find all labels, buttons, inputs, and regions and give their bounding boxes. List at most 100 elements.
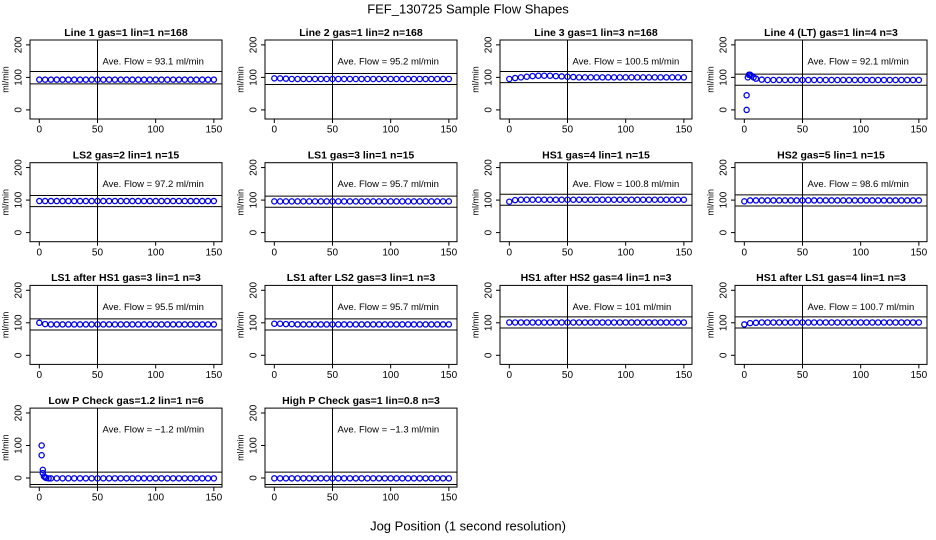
- data-point: [364, 321, 371, 328]
- data-point: [294, 75, 301, 83]
- data-point: [358, 75, 365, 83]
- panel-title: LS2 gas=2 lin=1 n=15: [73, 149, 180, 161]
- data-point: [111, 321, 119, 328]
- data-point: [422, 321, 429, 328]
- data-point: [422, 198, 429, 205]
- data-point: [511, 196, 519, 204]
- data-point: [70, 197, 78, 205]
- data-point: [645, 74, 653, 81]
- x-tick-label: 100: [617, 247, 634, 258]
- data-point: [65, 197, 72, 205]
- data-point: [111, 475, 119, 482]
- data-point: [169, 76, 177, 83]
- data-point: [764, 76, 771, 84]
- x-tick-label: 0: [272, 125, 278, 136]
- data-point: [616, 74, 624, 81]
- data-point: [445, 321, 453, 328]
- data-point: [276, 198, 284, 205]
- data-point: [47, 76, 55, 83]
- data-point: [752, 319, 760, 327]
- data-point: [117, 475, 125, 482]
- data-point: [65, 321, 72, 328]
- annotation: Ave. Flow = 95.2 ml/min: [337, 57, 438, 68]
- data-point: [529, 72, 536, 80]
- annotation: Ave. Flow = 101 ml/min: [572, 302, 671, 313]
- data-point: [552, 319, 560, 326]
- x-tick-label: 100: [147, 247, 164, 258]
- data-point: [517, 74, 525, 81]
- data-point: [210, 321, 218, 328]
- data-point: [639, 74, 647, 81]
- data-point: [857, 197, 864, 204]
- annotation: Ave. Flow = −1.3 ml/min: [337, 425, 439, 436]
- data-point: [387, 475, 394, 482]
- y-tick-label: 0: [484, 352, 495, 358]
- data-point: [787, 319, 795, 326]
- data-point: [663, 196, 670, 204]
- y-axis-label: ml/min: [470, 189, 480, 216]
- x-tick-label: 50: [92, 493, 104, 504]
- data-point: [369, 475, 377, 482]
- data-point: [743, 92, 750, 99]
- panel-title: HS1 after LS1 gas=4 lin=1 n=3: [756, 272, 906, 284]
- data-point: [416, 75, 424, 83]
- data-point: [575, 319, 583, 326]
- data-point: [511, 74, 519, 82]
- data-point: [70, 475, 78, 482]
- data-point: [810, 197, 818, 204]
- data-point: [506, 75, 513, 83]
- annotation: Ave. Flow = 95.7 ml/min: [337, 179, 438, 190]
- data-point: [288, 475, 296, 482]
- data-point: [410, 475, 418, 482]
- data-point: [558, 196, 565, 204]
- data-point: [770, 197, 777, 204]
- data-point: [668, 319, 676, 326]
- data-point: [181, 321, 189, 328]
- x-tick-label: 150: [206, 247, 223, 258]
- data-point: [410, 321, 418, 328]
- y-tick-label: 200: [484, 36, 495, 53]
- x-tick-label: 0: [742, 247, 748, 258]
- data-point: [282, 75, 290, 82]
- data-point: [369, 75, 377, 83]
- y-axis-label: ml/min: [470, 66, 480, 93]
- data-point: [540, 319, 548, 326]
- data-point: [828, 76, 835, 84]
- data-point: [276, 75, 284, 82]
- data-point: [552, 72, 560, 80]
- x-tick-label: 0: [742, 370, 748, 381]
- data-point: [364, 75, 371, 83]
- data-point: [134, 197, 142, 205]
- data-point: [845, 319, 853, 326]
- data-point: [105, 197, 113, 205]
- data-point: [152, 321, 159, 328]
- data-point: [593, 74, 600, 81]
- data-point: [158, 321, 165, 328]
- data-point: [822, 319, 830, 326]
- data-point: [53, 76, 61, 83]
- data-point: [410, 198, 418, 205]
- data-point: [410, 75, 418, 83]
- data-point: [369, 198, 377, 205]
- data-point: [381, 198, 389, 205]
- data-point: [70, 76, 78, 83]
- plot-box: [264, 407, 458, 488]
- data-point: [892, 76, 899, 84]
- y-tick-label: 0: [14, 229, 25, 235]
- data-point: [657, 319, 664, 326]
- data-point: [393, 321, 400, 328]
- data-point: [193, 76, 200, 83]
- y-tick-label: 200: [484, 159, 495, 176]
- data-point: [175, 76, 183, 83]
- data-point: [346, 475, 354, 482]
- data-point: [540, 196, 548, 204]
- data-point: [369, 321, 377, 328]
- data-point: [169, 197, 177, 205]
- x-tick-label: 0: [742, 125, 748, 136]
- y-tick-label: 0: [249, 107, 260, 113]
- y-axis-label: ml/min: [235, 189, 245, 216]
- x-tick-label: 0: [272, 370, 278, 381]
- y-tick-label: 200: [719, 281, 730, 298]
- data-point: [743, 106, 750, 114]
- data-point: [198, 475, 206, 482]
